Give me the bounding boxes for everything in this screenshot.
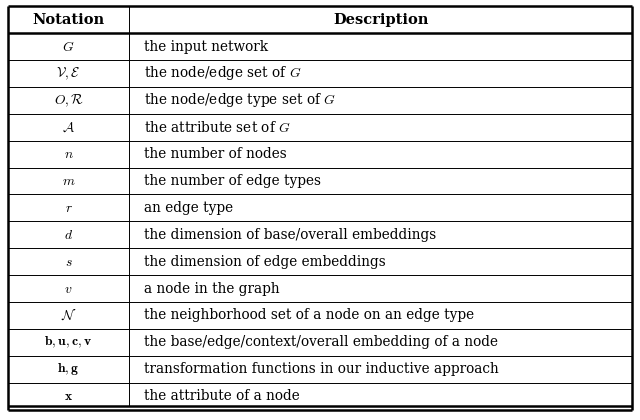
Text: the node/edge type set of $G$: the node/edge type set of $G$ (143, 92, 335, 109)
Text: the number of edge types: the number of edge types (143, 174, 321, 188)
Text: the dimension of edge embeddings: the dimension of edge embeddings (143, 255, 385, 269)
Text: the input network: the input network (143, 39, 268, 54)
Text: Notation: Notation (33, 13, 105, 27)
Text: $m$: $m$ (62, 174, 76, 188)
Text: the base/edge/context/overall embedding of a node: the base/edge/context/overall embedding … (143, 335, 497, 349)
Text: $n$: $n$ (64, 147, 74, 161)
Text: a node in the graph: a node in the graph (143, 281, 279, 296)
Text: $\mathbf{b}, \mathbf{u}, \mathbf{c}, \mathbf{v}$: $\mathbf{b}, \mathbf{u}, \mathbf{c}, \ma… (44, 335, 93, 350)
Text: $\mathcal{A}$: $\mathcal{A}$ (62, 120, 75, 134)
Text: transformation functions in our inductive approach: transformation functions in our inductiv… (143, 362, 499, 376)
Text: the number of nodes: the number of nodes (143, 147, 286, 161)
Text: $\mathcal{V}, \mathcal{E}$: $\mathcal{V}, \mathcal{E}$ (56, 66, 81, 81)
Text: the attribute of a node: the attribute of a node (143, 389, 300, 403)
Text: the neighborhood set of a node on an edge type: the neighborhood set of a node on an edg… (143, 308, 474, 323)
Text: $G$: $G$ (62, 39, 75, 54)
Text: $\mathbf{x}$: $\mathbf{x}$ (64, 389, 73, 403)
Text: the dimension of base/overall embeddings: the dimension of base/overall embeddings (143, 228, 436, 242)
Text: $v$: $v$ (65, 281, 73, 296)
Text: $\mathbf{h}, \mathbf{g}$: $\mathbf{h}, \mathbf{g}$ (58, 361, 80, 377)
Text: $O, \mathcal{R}$: $O, \mathcal{R}$ (54, 92, 84, 108)
Text: $s$: $s$ (65, 255, 72, 269)
Text: $d$: $d$ (64, 228, 73, 242)
Text: an edge type: an edge type (143, 201, 233, 215)
Text: the attribute set of $G$: the attribute set of $G$ (143, 120, 291, 135)
Text: the node/edge set of $G$: the node/edge set of $G$ (143, 65, 301, 82)
Text: $\mathcal{N}$: $\mathcal{N}$ (61, 308, 76, 323)
Text: $r$: $r$ (65, 201, 72, 215)
Text: Description: Description (333, 13, 429, 27)
